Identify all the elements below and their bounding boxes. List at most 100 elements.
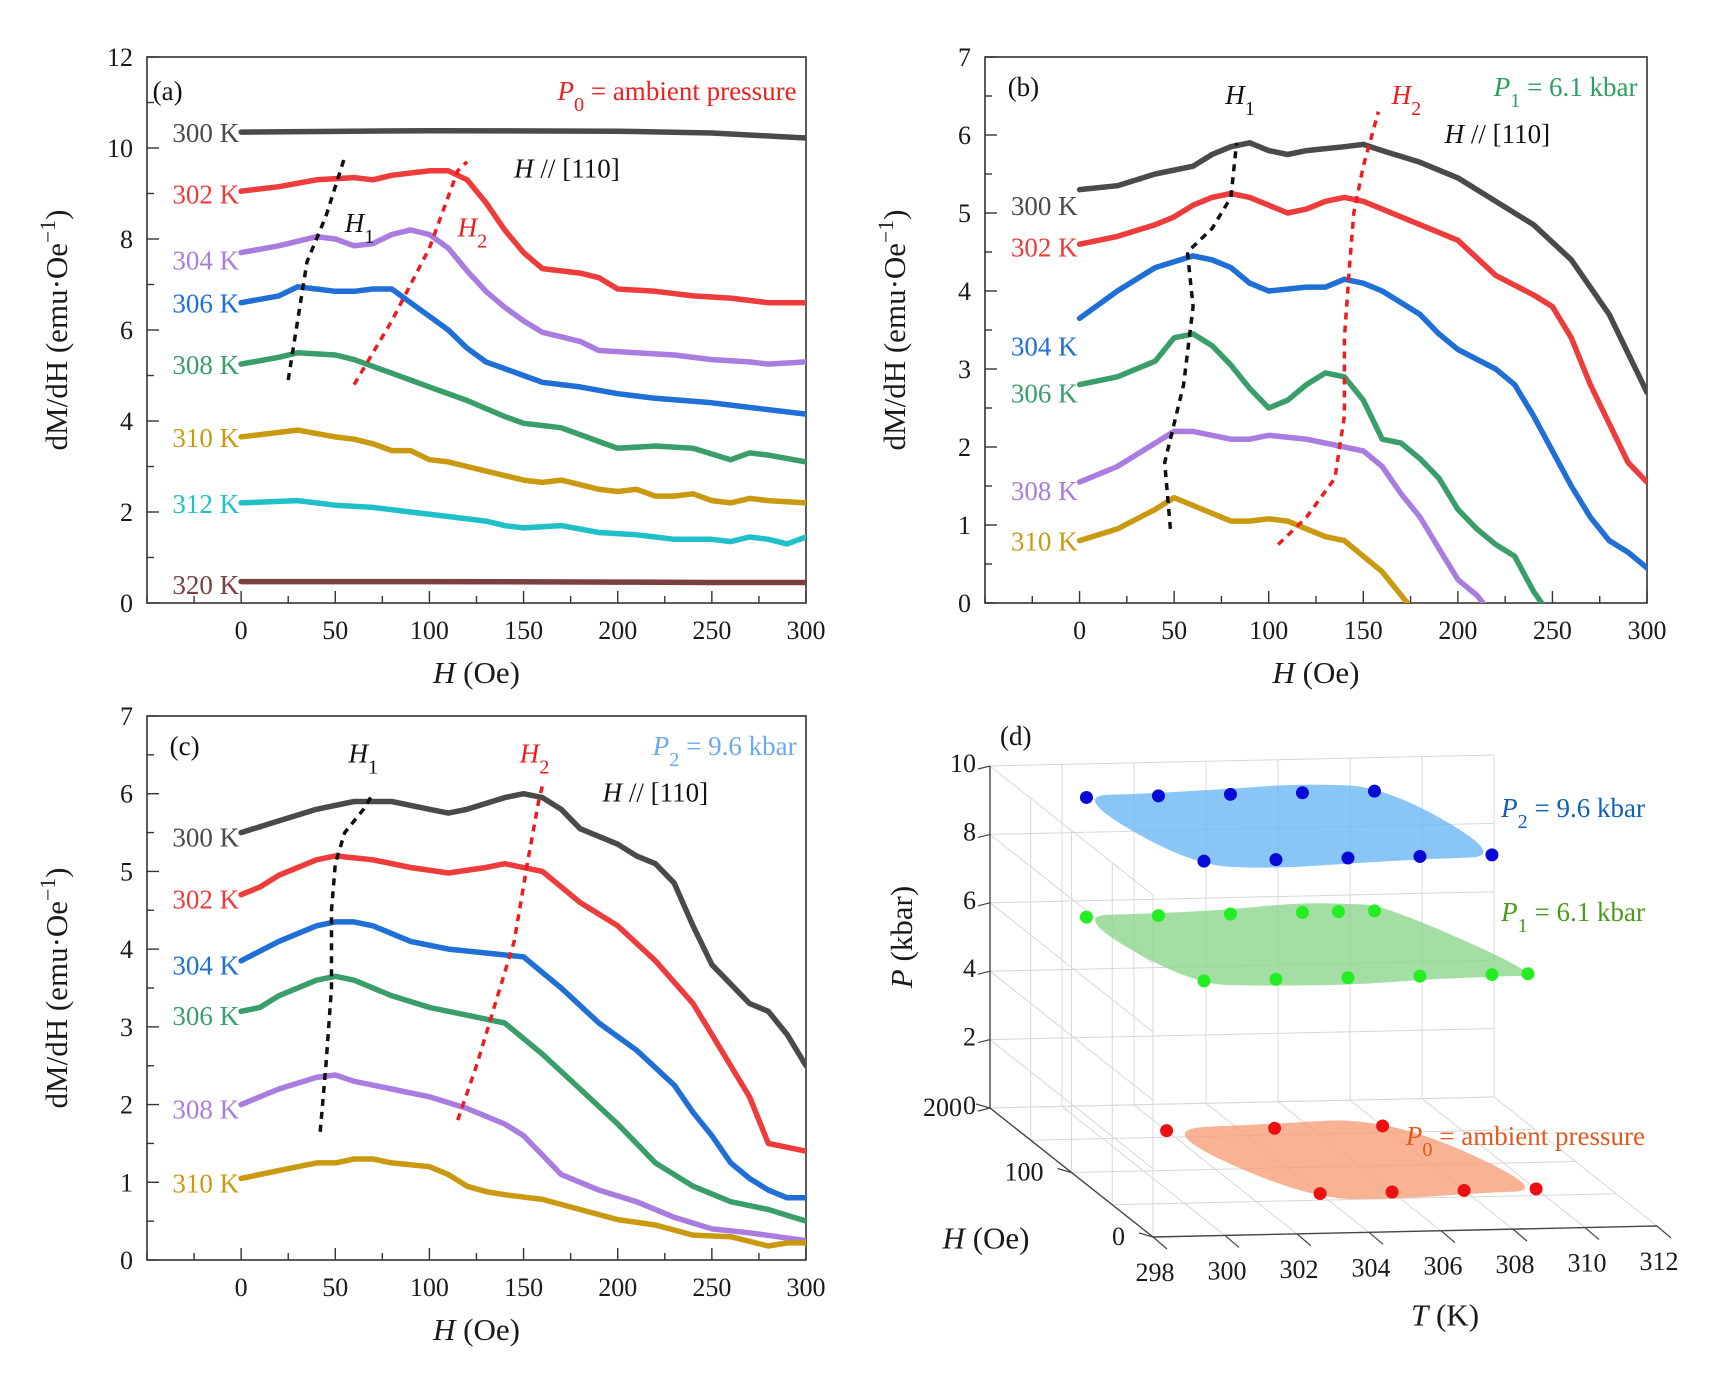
p-axis-title: P (kbar) — [884, 886, 919, 989]
series-label: 312 K — [172, 489, 239, 519]
t-tick-mark — [1584, 1227, 1600, 1241]
y-tick-label: 7 — [958, 43, 971, 72]
series-label: 306 K — [172, 1001, 239, 1031]
layer-point — [1385, 1185, 1399, 1199]
layer-point — [1295, 905, 1309, 919]
axis-ticks: 0 50 100 150 200 250 300 0 1 2 3 4 5 6 7 — [120, 702, 826, 1302]
x-tick-label: 50 — [322, 616, 348, 645]
series-label: 306 K — [1011, 378, 1078, 408]
series-line-308k — [238, 1072, 806, 1244]
x-tick-label: 200 — [598, 1273, 637, 1302]
y-tick-label: 3 — [120, 1013, 133, 1042]
t-tick-mark — [1368, 1231, 1384, 1245]
t-tick-label: 302 — [1280, 1255, 1319, 1284]
pressure-label: P0 = ambient pressure — [556, 76, 796, 116]
layer-point — [1269, 972, 1283, 986]
panel-a: 0 50 100 150 200 250 300 0 2 4 6 8 10 12 H (Oe) dM/dH (… — [36, 43, 826, 690]
layer-point — [1413, 969, 1427, 983]
layer-label: P1 = 6.1 kbar — [1500, 897, 1645, 937]
layer-point — [1079, 790, 1093, 804]
h2-guide-line — [352, 160, 469, 386]
t-tick-mark — [1296, 1233, 1312, 1247]
series-line-304k — [238, 227, 806, 367]
series-label: 302 K — [1011, 233, 1078, 263]
layer-point — [1341, 971, 1355, 985]
t-axis-line — [1152, 1225, 1658, 1238]
layer-point — [1521, 967, 1535, 981]
series-label: 300 K — [1011, 191, 1078, 221]
panel-label: (a) — [153, 76, 183, 106]
series-label: 308 K — [172, 350, 239, 380]
h-tick-mark — [1057, 1167, 1072, 1174]
layer-point — [1341, 851, 1355, 865]
y-axis-title: dM/dH (emu·Oe−1) — [874, 210, 912, 451]
series-label: 304 K — [172, 245, 239, 275]
layer-label: P2 = 9.6 kbar — [1500, 793, 1645, 833]
y-tick-label: 1 — [120, 1168, 133, 1197]
y-tick-label: 2 — [120, 1091, 133, 1120]
x-tick-label: 250 — [692, 1273, 731, 1302]
p-tick-label: 2 — [963, 1023, 976, 1052]
y-tick-label: 2 — [120, 498, 133, 527]
series-label: 304 K — [1011, 332, 1078, 362]
x-tick-label: 100 — [410, 616, 449, 645]
layer-surface — [1094, 903, 1528, 986]
series-line-304k — [238, 919, 806, 1201]
t-tick-label: 306 — [1424, 1252, 1463, 1281]
y-tick-label: 5 — [958, 199, 971, 228]
x-tick-label: 100 — [410, 1273, 449, 1302]
t-axis-title: T (K) — [1411, 1298, 1479, 1333]
pressure-label: P2 = 9.6 kbar — [652, 731, 797, 771]
series-line-302k — [1076, 190, 1647, 485]
h2-guide-line — [1276, 111, 1381, 546]
t-tick-mark — [1656, 1225, 1672, 1239]
x-tick-label: 300 — [1628, 616, 1667, 645]
p-tick-mark — [977, 902, 991, 907]
layer-point — [1269, 853, 1283, 867]
series-label: 306 K — [172, 289, 239, 319]
y-axis-title: dM/dH (emu·Oe−1) — [36, 210, 74, 451]
grid-line — [989, 902, 1154, 1033]
panel-b: 0 50 100 150 200 250 300 0 1 2 3 4 5 6 7 H (Oe) dM/dH (e… — [874, 43, 1667, 690]
layer-point — [1151, 789, 1165, 803]
layer-point — [1268, 1121, 1282, 1135]
series-line-306k — [1076, 331, 1545, 603]
y-axis-title: dM/dH (emu·Oe−1) — [36, 868, 74, 1109]
series-line-312k — [238, 497, 806, 547]
series-line-306k — [238, 973, 806, 1224]
y-tick-label: 12 — [107, 43, 133, 72]
series-line-302k — [238, 853, 806, 1154]
series-label: 304 K — [172, 951, 239, 981]
layer-point — [1295, 786, 1309, 800]
h2-label: H2 — [457, 213, 488, 253]
layer-point — [1367, 784, 1381, 798]
panel-label: (d) — [1000, 721, 1031, 751]
series-line-310k — [1076, 494, 1411, 603]
series-line-308k — [1076, 428, 1487, 603]
layer-point — [1331, 905, 1345, 919]
t-tick-mark — [1224, 1234, 1240, 1248]
p-tick-label: 6 — [963, 886, 976, 915]
layer-point — [1485, 968, 1499, 982]
series-line-300k — [238, 127, 806, 141]
p-tick-mark — [977, 765, 991, 770]
y-tick-label: 6 — [120, 780, 133, 809]
h1-guide-line — [318, 792, 375, 1132]
field-direction-label: H // [110] — [513, 154, 620, 184]
x-tick-label: 200 — [1438, 616, 1477, 645]
h2-guide-line — [456, 785, 545, 1121]
layer-point — [1223, 787, 1237, 801]
x-tick-label: 200 — [598, 616, 637, 645]
grid-line — [989, 891, 1495, 904]
t-tick-mark — [1440, 1230, 1456, 1244]
panel-label: (c) — [170, 731, 200, 761]
series-group — [1076, 111, 1647, 603]
grid-line — [989, 754, 1495, 767]
y-tick-label: 4 — [120, 935, 133, 964]
grid-line — [989, 1028, 1495, 1041]
layer-point — [1197, 974, 1211, 988]
x-tick-label: 0 — [235, 616, 248, 645]
t-tick-label: 308 — [1496, 1250, 1535, 1279]
